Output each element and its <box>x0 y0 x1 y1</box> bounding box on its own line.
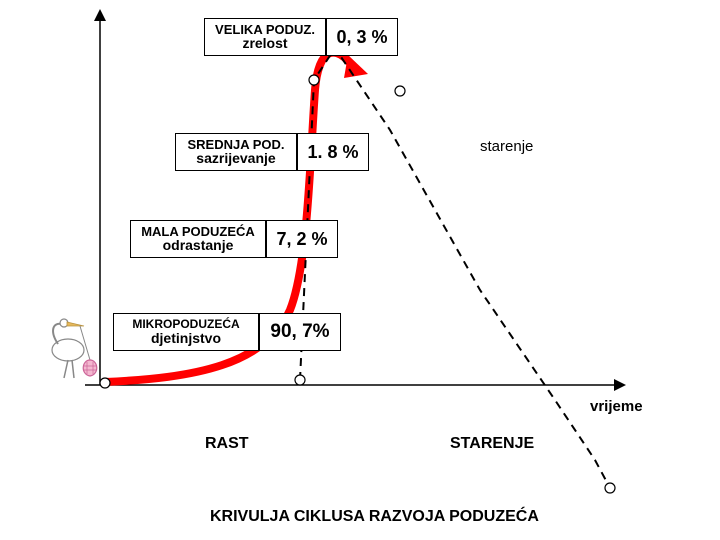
stage-box-mala: MALA PODUZEĆA odrastanje <box>130 220 266 258</box>
stage-box-srednja-top: SREDNJA POD. <box>187 138 284 152</box>
stage-box-srednja-bottom: sazrijevanje <box>196 151 275 166</box>
stage-box-srednja: SREDNJA POD. sazrijevanje <box>175 133 297 171</box>
stage-box-mala-top: MALA PODUZEĆA <box>141 225 255 239</box>
curve-marker <box>100 378 110 388</box>
curve-marker <box>309 75 319 85</box>
pct-box-mikro: 90, 7% <box>259 313 341 351</box>
pct-box-srednja: 1. 8 % <box>297 133 369 171</box>
pct-mala-text: 7, 2 % <box>276 229 327 250</box>
pct-srednja-text: 1. 8 % <box>307 142 358 163</box>
pct-velika-text: 0, 3 % <box>336 27 387 48</box>
phase-label-rast: RAST <box>205 435 249 453</box>
phase-label-starenje: STARENJE <box>450 435 534 453</box>
diagram-stage: VELIKA PODUZ. zrelost SREDNJA POD. sazri… <box>0 0 720 540</box>
curve-marker <box>295 375 305 385</box>
axis-label-vrijeme: vrijeme <box>590 398 643 415</box>
stage-box-mala-bottom: odrastanje <box>163 238 234 253</box>
stage-box-mikro: MIKROPODUZEĆA djetinjstvo <box>113 313 259 351</box>
pct-box-velika: 0, 3 % <box>326 18 398 56</box>
growth-curve-arrowhead <box>344 55 368 78</box>
curve-marker <box>605 483 615 493</box>
stage-box-velika: VELIKA PODUZ. zrelost <box>204 18 326 56</box>
pct-box-mala: 7, 2 % <box>266 220 338 258</box>
stage-box-velika-bottom: zrelost <box>242 36 287 51</box>
curve-marker <box>395 86 405 96</box>
stork-icon <box>52 319 97 378</box>
label-starenje: starenje <box>480 138 533 155</box>
pct-mikro-text: 90, 7% <box>270 321 329 343</box>
stage-box-velika-top: VELIKA PODUZ. <box>215 23 315 37</box>
diagram-svg <box>0 0 720 540</box>
diagram-title: KRIVULJA CIKLUSA RAZVOJA PODUZEĆA <box>210 508 539 526</box>
decline-curve <box>300 48 610 488</box>
stage-box-mikro-bottom: djetinjstvo <box>151 331 221 346</box>
